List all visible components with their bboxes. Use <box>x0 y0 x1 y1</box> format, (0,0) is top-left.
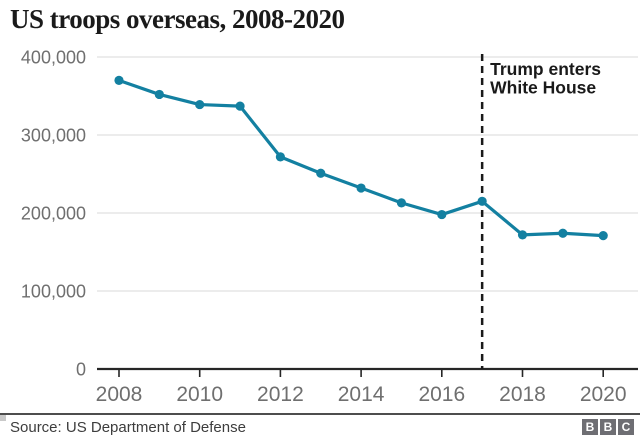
source-text: Source: US Department of Defense <box>10 419 246 436</box>
data-point-2008 <box>114 75 124 85</box>
data-point-2016 <box>437 209 447 220</box>
trump-annotation-line: Trump enters <box>490 59 601 79</box>
data-point-2020 <box>598 231 608 241</box>
x-tick-label: 2014 <box>338 383 385 406</box>
footer-divider <box>0 413 640 415</box>
y-tick-label: 100,000 <box>21 282 86 302</box>
bbc-logo: B B C <box>582 419 634 435</box>
data-point-2011 <box>235 101 245 111</box>
x-tick-label: 2020 <box>580 383 627 406</box>
bbc-logo-letter-c: C <box>618 419 634 435</box>
bbc-logo-letter-b2: B <box>600 419 616 435</box>
trump-annotation-line: White House <box>490 78 596 98</box>
data-point-2017 <box>477 196 487 206</box>
x-tick-label: 2010 <box>176 383 223 406</box>
data-point-2019 <box>558 228 568 238</box>
x-tick-label: 2008 <box>96 383 143 406</box>
y-tick-label: 300,000 <box>21 126 86 146</box>
x-tick-label: 2016 <box>418 383 465 406</box>
footer-left-notch <box>0 415 6 421</box>
y-tick-label: 200,000 <box>21 204 86 224</box>
data-point-2009 <box>154 89 164 100</box>
data-point-2014 <box>356 183 366 193</box>
data-point-2015 <box>396 198 407 208</box>
bbc-logo-letter-b1: B <box>582 419 598 435</box>
y-tick-label: 0 <box>76 360 86 380</box>
x-tick-label: 2018 <box>499 383 546 406</box>
troops-line-chart: 0 100,000 200,000 300,000 400,000 2008 2010 201… <box>21 48 638 406</box>
data-point-2010 <box>195 99 205 110</box>
chart-title: US troops overseas, 2008-2020 <box>10 4 345 34</box>
y-tick-label: 400,000 <box>21 48 86 68</box>
x-tick-label: 2012 <box>257 383 304 406</box>
data-point-2013 <box>316 168 326 178</box>
data-point-2018 <box>517 230 528 240</box>
data-point-2012 <box>275 152 285 162</box>
troops-series-line <box>117 78 605 238</box>
